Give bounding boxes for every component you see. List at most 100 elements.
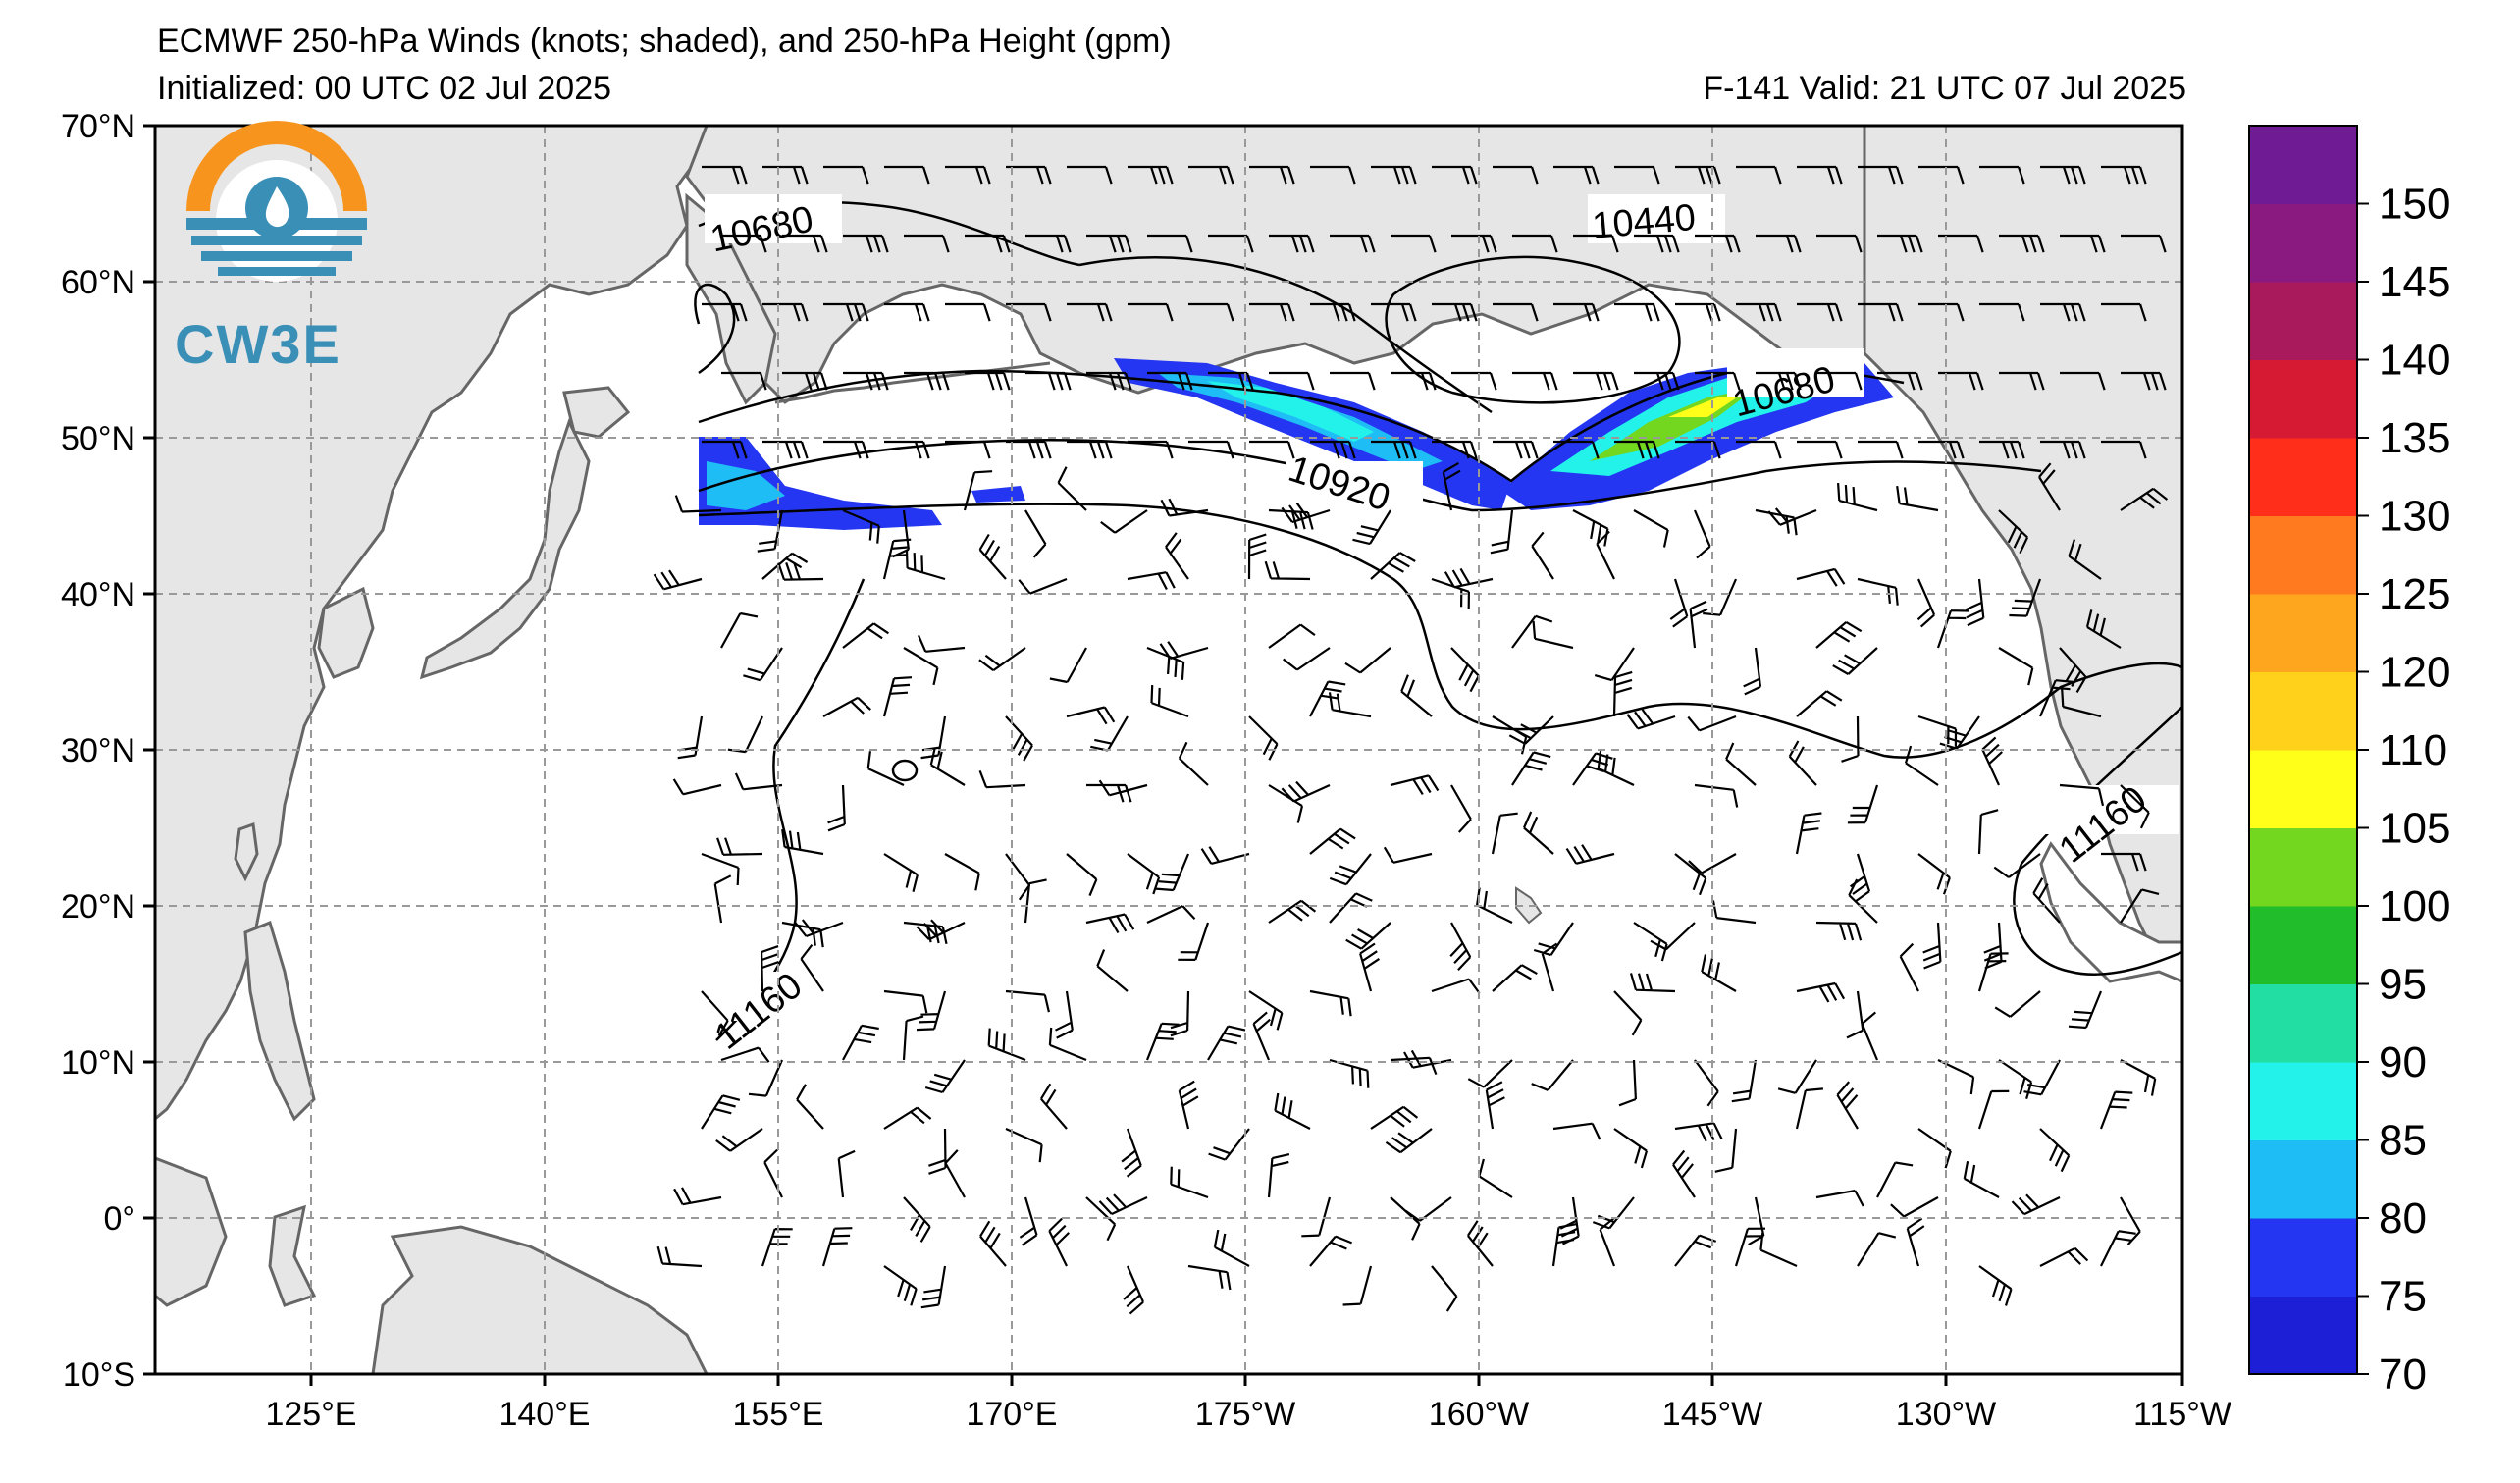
- wind-barb: [1274, 1092, 1311, 1130]
- wind-barb: [1788, 740, 1817, 786]
- wind-barb: [1532, 620, 1574, 650]
- lat-label: 10°N: [61, 1044, 135, 1082]
- lat-label: 10°S: [63, 1356, 135, 1394]
- wind-barb: [1432, 440, 1478, 459]
- wind-barbs-layer: [653, 165, 2169, 1315]
- jet-east-max: [1668, 397, 1737, 417]
- wind-barb: [1553, 440, 1600, 459]
- wind-barb: [1938, 234, 1984, 253]
- wind-barb: [1858, 302, 1904, 322]
- wind-barb: [1553, 302, 1600, 322]
- wind-barb: [2120, 1196, 2141, 1245]
- wind-barb: [1403, 1049, 1452, 1069]
- wind-barb: [1147, 371, 1193, 391]
- wind-barb: [1999, 371, 2045, 391]
- lat-label: 0°: [103, 1200, 135, 1238]
- wind-barb: [1207, 1025, 1246, 1061]
- wind-barb: [672, 778, 722, 796]
- wind-barb: [673, 1187, 722, 1206]
- wind-barb: [1634, 371, 1680, 391]
- wind-barb: [1755, 508, 1798, 536]
- wind-barb: [1796, 690, 1843, 717]
- wind-barb: [1599, 1217, 1616, 1267]
- wind-barb: [1688, 853, 1737, 874]
- wind-barb: [1187, 1264, 1232, 1291]
- wind-barb: [1309, 1235, 1353, 1267]
- wind-barb: [1983, 922, 2003, 970]
- wind-barb: [1086, 234, 1132, 253]
- wind-barb: [1098, 779, 1148, 797]
- colorbar-swatch: [2249, 750, 2357, 828]
- lon-label: 130°W: [1896, 1396, 1996, 1433]
- wind-barb: [748, 1059, 784, 1097]
- wind-barb: [987, 1028, 1026, 1062]
- wind-barb: [1849, 853, 1871, 903]
- wind-barb: [2099, 1090, 2133, 1130]
- wind-barb: [1890, 1196, 1939, 1218]
- wind-barb: [1965, 578, 1985, 627]
- lat-label: 20°N: [61, 888, 135, 926]
- wind-barb: [1067, 302, 1113, 322]
- aleutian-islands: [774, 361, 1051, 404]
- wind-barb: [1977, 809, 1999, 855]
- wind-barb: [1553, 165, 1600, 185]
- wind-barb: [1669, 578, 1689, 628]
- baja-peninsula: [2039, 841, 2182, 983]
- wind-barb: [1613, 1128, 1649, 1169]
- wind-barb: [1208, 371, 1254, 391]
- wind-barb: [1170, 1166, 1209, 1199]
- wind-barb: [1264, 560, 1311, 581]
- wind-barb: [1756, 371, 1802, 391]
- wind-barb: [1906, 1217, 1925, 1267]
- wind-barb: [1493, 302, 1539, 322]
- wind-barb: [1146, 905, 1196, 924]
- wind-barb: [1836, 1081, 1859, 1130]
- wind-barb: [1385, 1128, 1433, 1154]
- colorbar-tick-label: 110: [2379, 726, 2447, 774]
- wind-barb: [2061, 688, 2102, 718]
- wind-barb: [1391, 371, 1437, 391]
- wind-barb: [1877, 371, 1923, 391]
- wind-barb: [721, 234, 767, 253]
- hawaii-islands: [1515, 886, 1543, 925]
- wind-barb: [883, 853, 919, 892]
- wind-barb: [1268, 784, 1304, 823]
- wind-barb: [1675, 440, 1721, 459]
- wind-barb: [1019, 1196, 1038, 1246]
- wind-barb: [1188, 165, 1234, 185]
- wind-barb: [1310, 440, 1356, 459]
- wind-barb: [1626, 709, 1676, 730]
- wind-barb: [1857, 1232, 1897, 1267]
- jet-center-core: [1207, 381, 1374, 442]
- wind-barb: [1565, 844, 1615, 865]
- wind-barb: [903, 1196, 931, 1243]
- wind-barb: [837, 1149, 856, 1198]
- wind-barb: [1493, 165, 1539, 185]
- wind-barb: [1371, 302, 1417, 322]
- lon-label: 175°W: [1195, 1396, 1295, 1433]
- colorbar-swatch: [2249, 438, 2357, 516]
- wind-barb: [2039, 1246, 2089, 1267]
- wind-barb: [1816, 371, 1863, 391]
- wind-barb: [978, 770, 1026, 789]
- wind-barb: [1531, 1059, 1574, 1091]
- lat-label: 50°N: [61, 420, 135, 457]
- wind-barb: [882, 538, 912, 580]
- wind-barb: [1573, 371, 1619, 391]
- wind-barb: [1531, 531, 1554, 580]
- wind-barb: [1178, 1080, 1199, 1130]
- wind-barb: [1551, 1223, 1577, 1267]
- wind-barb: [2059, 783, 2105, 807]
- wind-barb: [928, 1128, 947, 1175]
- wind-barb: [1714, 1128, 1738, 1173]
- wind-barb: [905, 550, 946, 581]
- wind-barb: [781, 921, 824, 948]
- wind-barb: [1492, 964, 1538, 992]
- wind-barb: [916, 990, 947, 1032]
- wind-barb: [1701, 954, 1737, 992]
- wind-barb: [823, 302, 869, 322]
- wind-barb: [1613, 990, 1643, 1036]
- wind-barb: [2040, 440, 2086, 459]
- wind-barb: [1370, 1105, 1419, 1130]
- colorbar-tick-label: 150: [2379, 181, 2450, 229]
